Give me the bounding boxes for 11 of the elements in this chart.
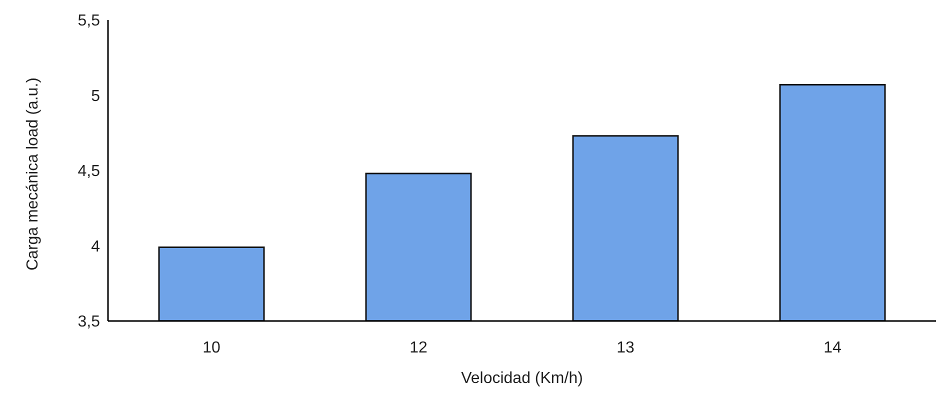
x-tick-label: 14 [824,339,842,356]
x-axis-title: Velocidad (Km/h) [461,370,583,387]
y-tick-label: 3,5 [78,314,100,331]
x-tick-label: 12 [410,339,428,356]
x-tick-label: 13 [616,339,634,356]
y-axis-title: Carga mecánica load (a.u.) [24,78,42,270]
y-tick-label: 5 [91,88,100,105]
y-tick-label: 5,5 [78,12,100,30]
y-tick-label: 4,5 [78,163,100,180]
x-tick-label: 10 [202,339,220,356]
y-tick-label: 4 [91,238,100,256]
